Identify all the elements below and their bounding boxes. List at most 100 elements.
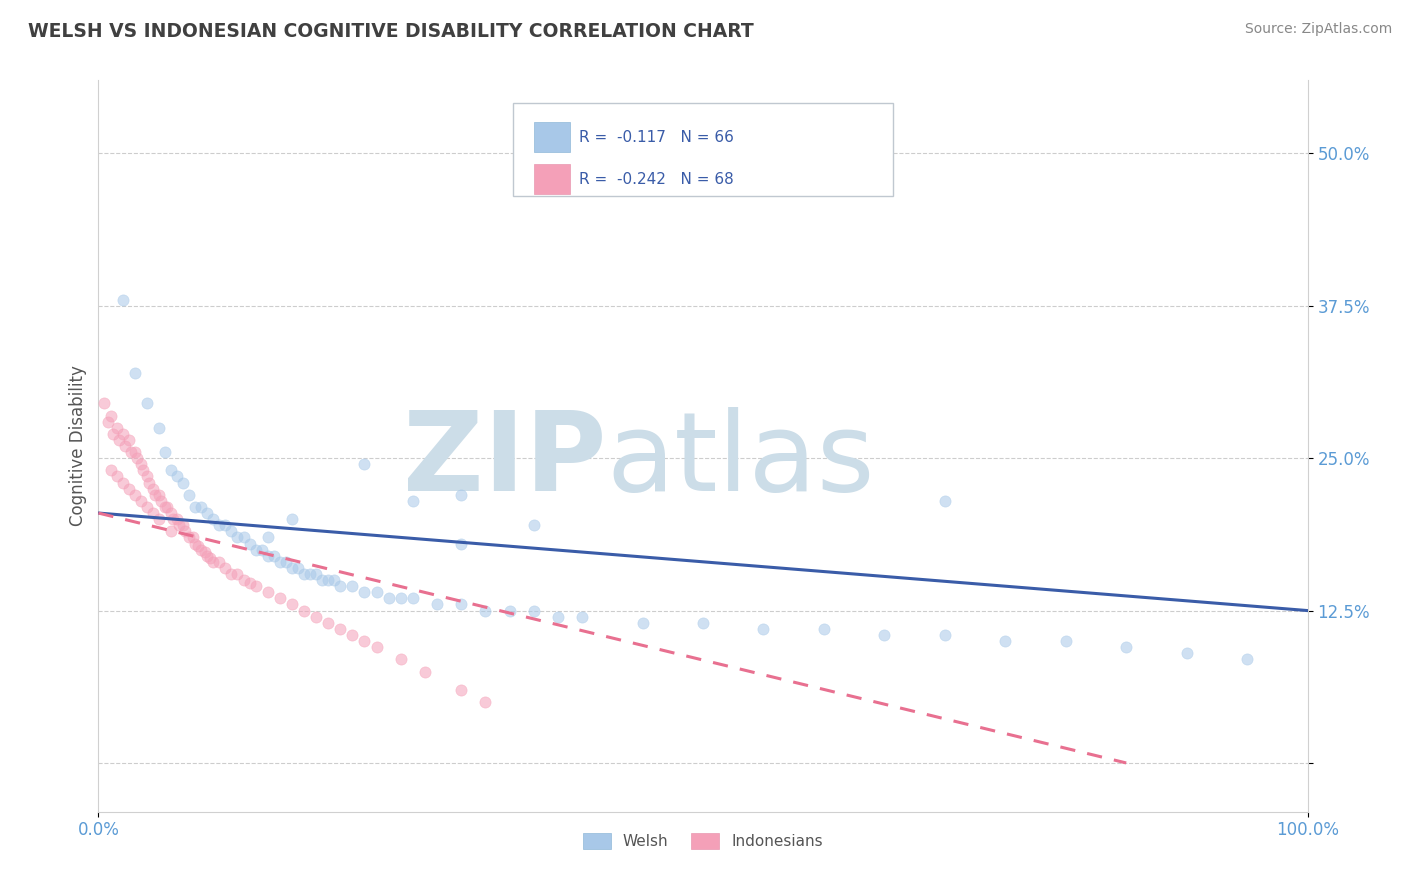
Point — [101, 426, 124, 441]
Point — [813, 622, 835, 636]
Point — [281, 561, 304, 575]
Point — [413, 665, 436, 679]
Point — [129, 494, 152, 508]
Point — [571, 609, 593, 624]
Point — [208, 555, 231, 569]
Point — [426, 598, 449, 612]
Point — [202, 555, 225, 569]
Point — [190, 500, 212, 514]
Point — [124, 445, 146, 459]
Point — [160, 524, 183, 539]
Point — [523, 604, 546, 618]
Point — [311, 573, 333, 587]
Point — [329, 579, 352, 593]
Point — [214, 561, 236, 575]
Point — [450, 536, 472, 550]
Point — [172, 475, 194, 490]
Point — [184, 500, 207, 514]
Point — [366, 585, 388, 599]
Point — [274, 555, 297, 569]
Point — [100, 409, 122, 423]
Point — [97, 415, 120, 429]
Point — [389, 591, 412, 606]
Point — [195, 549, 218, 563]
Point — [1115, 640, 1137, 655]
Point — [135, 469, 157, 483]
Point — [281, 512, 304, 526]
Point — [1175, 646, 1198, 660]
Point — [450, 682, 472, 697]
Point — [316, 615, 339, 630]
Point — [160, 506, 183, 520]
Point — [148, 488, 170, 502]
Point — [184, 536, 207, 550]
Point — [153, 500, 176, 514]
Point — [118, 433, 141, 447]
Point — [198, 551, 221, 566]
Point — [250, 542, 273, 557]
Point — [118, 482, 141, 496]
Point — [142, 482, 165, 496]
Point — [179, 530, 201, 544]
Point — [214, 518, 236, 533]
Point — [194, 545, 217, 559]
Text: R =  -0.242   N = 68: R = -0.242 N = 68 — [579, 172, 734, 187]
Point — [287, 561, 309, 575]
Point — [111, 426, 134, 441]
Point — [148, 421, 170, 435]
Point — [195, 506, 218, 520]
Point — [129, 458, 152, 472]
Point — [153, 445, 176, 459]
Text: R =  -0.117   N = 66: R = -0.117 N = 66 — [579, 130, 734, 145]
Point — [994, 634, 1017, 648]
Point — [114, 439, 136, 453]
Point — [366, 640, 388, 655]
Point — [1236, 652, 1258, 666]
Y-axis label: Cognitive Disability: Cognitive Disability — [69, 366, 87, 526]
Point — [292, 604, 315, 618]
Point — [221, 567, 243, 582]
Point — [187, 539, 209, 553]
Point — [160, 463, 183, 477]
Point — [353, 634, 375, 648]
Point — [105, 421, 128, 435]
Point — [450, 598, 472, 612]
Text: WELSH VS INDONESIAN COGNITIVE DISABILITY CORRELATION CHART: WELSH VS INDONESIAN COGNITIVE DISABILITY… — [28, 22, 754, 41]
Point — [752, 622, 775, 636]
Point — [190, 542, 212, 557]
Point — [269, 591, 291, 606]
Point — [342, 628, 364, 642]
Point — [692, 615, 714, 630]
Point — [353, 585, 375, 599]
Point — [202, 512, 225, 526]
Point — [226, 567, 249, 582]
Point — [156, 500, 179, 514]
Point — [474, 604, 496, 618]
Point — [232, 573, 254, 587]
Point — [281, 598, 304, 612]
Point — [377, 591, 399, 606]
Point — [148, 512, 170, 526]
Point — [100, 463, 122, 477]
Point — [292, 567, 315, 582]
Point — [108, 433, 131, 447]
Point — [523, 518, 546, 533]
Point — [474, 695, 496, 709]
Point — [132, 463, 155, 477]
Point — [498, 604, 520, 618]
Point — [208, 518, 231, 533]
Point — [181, 530, 204, 544]
Point — [179, 488, 201, 502]
Legend: Welsh, Indonesians: Welsh, Indonesians — [576, 827, 830, 855]
Point — [934, 494, 956, 508]
Point — [299, 567, 322, 582]
Point — [402, 591, 425, 606]
Text: atlas: atlas — [606, 407, 875, 514]
Point — [450, 488, 472, 502]
Point — [389, 652, 412, 666]
Point — [305, 609, 328, 624]
Point — [342, 579, 364, 593]
Point — [323, 573, 346, 587]
Point — [174, 524, 197, 539]
Point — [124, 366, 146, 380]
